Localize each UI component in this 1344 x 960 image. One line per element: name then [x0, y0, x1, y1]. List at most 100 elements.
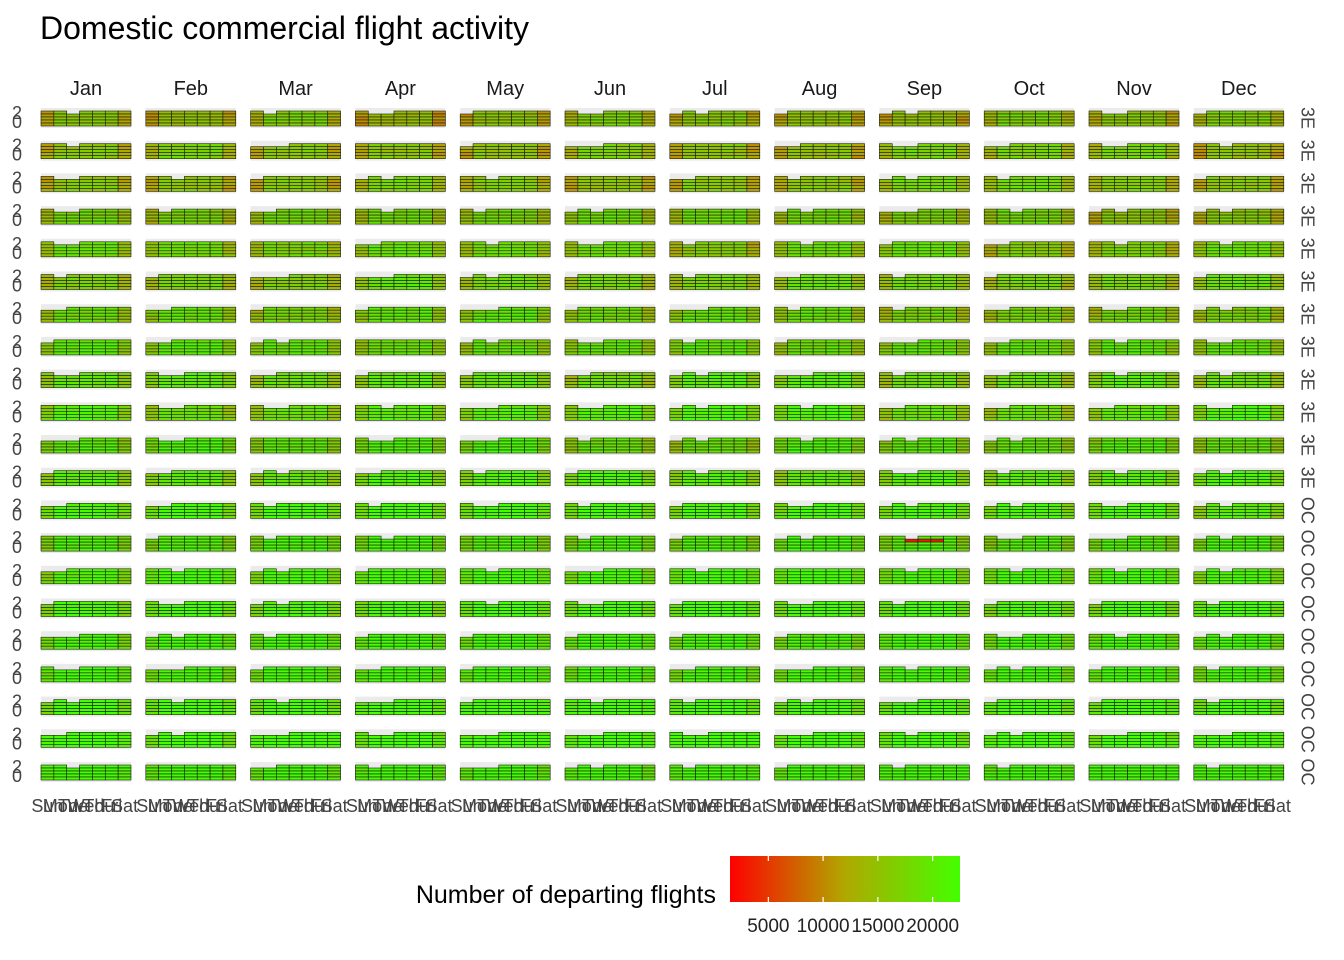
heatmap-cell [327, 372, 341, 376]
heatmap-cell [943, 410, 957, 415]
facet-panel [564, 140, 656, 161]
heatmap-cell [825, 214, 840, 219]
heatmap-cell [1035, 315, 1049, 320]
heatmap-cell [1165, 176, 1180, 180]
heatmap-cell [564, 410, 579, 415]
heatmap-cell [1219, 449, 1233, 454]
heatmap-cell [263, 244, 277, 249]
facet-panel [40, 173, 132, 194]
heatmap-cell [367, 342, 382, 347]
heatmap-cell [432, 312, 446, 317]
heatmap-cell [904, 217, 919, 222]
heatmap-cell [314, 214, 329, 219]
heatmap-cell [564, 413, 579, 418]
heatmap-cell [327, 351, 341, 356]
heatmap-cell [1140, 179, 1154, 183]
heatmap-cell [1101, 283, 1116, 287]
heatmap-cell [1022, 318, 1036, 323]
heatmap-cell [472, 446, 487, 451]
heatmap-cell [314, 473, 329, 478]
heatmap-cell [1035, 179, 1049, 183]
heatmap-cell [485, 348, 500, 353]
heatmap-cell [314, 280, 329, 284]
heatmap-cell [1022, 283, 1036, 287]
heatmap-cell [498, 155, 512, 159]
heatmap-cell [851, 479, 865, 484]
heatmap-cell [956, 407, 970, 412]
heatmap-cell [891, 176, 906, 180]
heatmap-cell [1088, 214, 1103, 219]
heatmap-cell [891, 119, 906, 124]
heatmap-cell [746, 381, 761, 385]
heatmap-cell [564, 214, 579, 219]
heatmap-cell [419, 443, 433, 448]
heatmap-cell [355, 146, 369, 150]
heatmap-cell [485, 214, 500, 219]
heatmap-cell [40, 348, 55, 353]
heatmap-cell [720, 470, 735, 475]
heatmap-cell [104, 283, 119, 287]
heatmap-cell [432, 306, 446, 311]
heatmap-cell [276, 443, 290, 448]
heatmap-cell [250, 404, 264, 409]
heatmap-cell [485, 381, 500, 385]
heatmap-cell [983, 220, 998, 225]
heatmap-cell [1219, 378, 1233, 382]
heatmap-cell [301, 113, 316, 118]
heatmap-cell [746, 309, 761, 314]
heatmap-cell [314, 410, 329, 415]
heatmap-cell [145, 413, 159, 418]
heatmap-cell [891, 179, 906, 183]
heatmap-cell [682, 152, 696, 156]
heatmap-cell [524, 348, 538, 353]
heatmap-cell [708, 372, 722, 376]
heatmap-cell [746, 312, 761, 317]
heatmap-cell [746, 479, 761, 484]
heatmap-cell [983, 470, 998, 475]
heatmap-cell [1270, 283, 1285, 287]
heatmap-cell [983, 476, 998, 481]
heatmap-cell [812, 179, 827, 183]
facet-panel [40, 271, 132, 292]
heatmap-cell [1257, 413, 1272, 418]
heatmap-cell [1165, 378, 1180, 382]
facet-panel [879, 336, 970, 357]
heatmap-cell [171, 318, 185, 323]
heatmap-cell [1270, 277, 1285, 281]
heatmap-cell [432, 188, 446, 192]
heatmap-cell [1035, 482, 1049, 487]
heatmap-cell [838, 384, 853, 388]
heatmap-cell [327, 241, 341, 246]
heatmap-cell [1232, 404, 1246, 409]
heatmap-cell [682, 482, 696, 487]
heatmap-cell [1244, 113, 1259, 118]
heatmap-cell [250, 217, 264, 222]
heatmap-cell [222, 476, 237, 481]
heatmap-cell [1140, 247, 1154, 252]
heatmap-cell [1114, 277, 1128, 281]
heatmap-cell [327, 182, 341, 186]
heatmap-cell [314, 443, 329, 448]
heatmap-cell [459, 312, 474, 317]
heatmap-cell [1219, 315, 1233, 320]
heatmap-cell [1088, 277, 1103, 281]
heatmap-cell [53, 283, 68, 287]
heatmap-cell [1048, 220, 1062, 225]
heatmap-cell [733, 283, 748, 287]
heatmap-cell [117, 211, 132, 216]
heatmap-cell [459, 473, 474, 478]
heatmap-cell [79, 473, 93, 478]
heatmap-cell [1206, 479, 1220, 484]
heatmap-cell [1244, 345, 1259, 350]
facet-panel [145, 304, 237, 325]
heatmap-cell [603, 155, 617, 159]
heatmap-cell [628, 372, 643, 376]
heatmap-cell [327, 318, 341, 323]
heatmap-cell [1009, 476, 1024, 481]
heatmap-cell [355, 155, 369, 159]
heatmap-cell [406, 208, 420, 213]
heatmap-cell [930, 372, 944, 376]
heatmap-cell [1048, 446, 1062, 451]
heatmap-cell [787, 217, 801, 222]
heatmap-cell [851, 446, 865, 451]
